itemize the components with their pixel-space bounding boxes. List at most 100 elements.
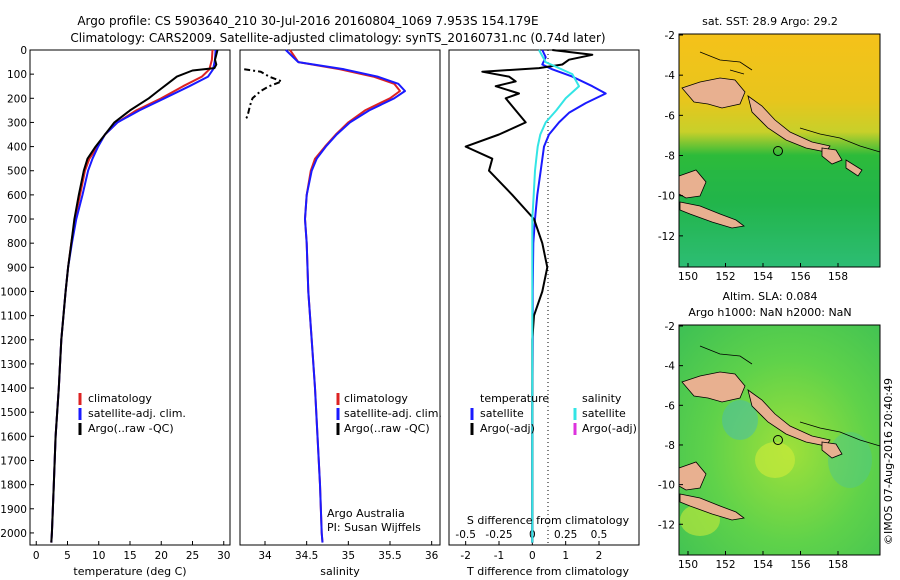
depth-tick-label: 700: [7, 214, 27, 226]
temperature-xlabel: temperature (deg C): [73, 565, 186, 578]
solomon-island-land: [845, 159, 863, 177]
temperature-legend: climatology satellite-adj. clim. Argo(..…: [78, 392, 186, 435]
legend-climatology: climatology: [88, 392, 152, 405]
depth-tick-label: 1700: [0, 455, 27, 467]
s-difference-label: S difference from climatology: [467, 514, 630, 527]
lat-tick-label: -6: [665, 110, 676, 122]
legend-satellite: satellite-adj. clim.: [88, 407, 186, 420]
lon-tick-label: 156: [790, 271, 810, 283]
salinity-panel: 34 34.5 35 35.5 36 salinity climatology sate…: [239, 49, 442, 578]
lon-tick-label: 154: [753, 271, 773, 283]
depth-tick-label: 900: [7, 262, 27, 274]
sst-coastline: [699, 51, 881, 153]
argo-position-marker: [773, 435, 783, 445]
x-tick-label: 35: [342, 550, 355, 562]
s-satellite-line: [531, 49, 580, 543]
depth-tick-label: 600: [7, 190, 27, 202]
x-tick-label: 15: [123, 550, 136, 562]
sla-low-patch: [722, 400, 758, 440]
solomon-island-land: [821, 147, 843, 165]
lat-tick-label: -8: [665, 440, 675, 452]
pi-annotation: PI: Susan Wijffels: [327, 521, 421, 534]
png-tail-land: [679, 201, 745, 229]
temperature-lines: [50, 49, 219, 543]
sla-high-patch: [755, 442, 795, 478]
depth-tick-label: 1100: [0, 311, 27, 323]
legend-argo: Argo(..raw -QC): [344, 422, 430, 435]
x-tick-label: 0: [529, 550, 536, 562]
sla-coastline: [699, 345, 881, 447]
png-tail-land: [679, 493, 745, 521]
lon-tick-label: 156: [790, 559, 810, 571]
sst-field: [679, 34, 880, 267]
legend-s-argo: Argo(-adj): [582, 422, 637, 435]
sla-map: Altim. SLA: 0.084 Argo h1000: NaN h2000:…: [658, 290, 881, 571]
lat-tick-label: -10: [658, 191, 675, 203]
x-tick-label: 5: [64, 550, 71, 562]
temperature-panel: 0100200300400500600700800900100011001200…: [0, 45, 453, 578]
x-tick-label: -2: [460, 550, 470, 562]
x-tick-label: 35.5: [378, 550, 401, 562]
sla-map-frame: [678, 324, 881, 556]
x-tick-label: 1: [562, 550, 569, 562]
x-tick-label: 34.5: [295, 550, 318, 562]
x-tick-label: 10: [92, 550, 105, 562]
salinity-xlabel: salinity: [320, 565, 360, 578]
legend-t-satellite: satellite: [480, 407, 524, 420]
s-diff-tick-label: 0.25: [554, 529, 577, 541]
depth-tick-label: 0: [20, 45, 27, 57]
difference-panel: -2 -1 0 1 2-0.5 -0.25 0 0.25 0.5 T difference fr…: [448, 49, 640, 578]
lon-tick-label: 152: [715, 271, 735, 283]
depth-tick-label: 1300: [0, 359, 27, 371]
title-line-1: Argo profile: CS 5903640_210 30-Jul-2016…: [77, 14, 538, 28]
depth-tick-label: 1500: [0, 407, 27, 419]
solomon-island-land: [821, 441, 843, 459]
depth-tick-label: 2000: [0, 528, 27, 540]
new-britain-land: [681, 371, 746, 403]
imos-copyright: ©IMOS 07-Aug-2016 20:40:49: [882, 378, 895, 545]
lon-tick-label: 152: [715, 559, 735, 571]
temperature-axes: [29, 49, 231, 546]
sla-map-ticks: 150 152 154 156 158 -2 -4 -6 -8 -10 -12: [658, 321, 848, 571]
x-tick-label: 36: [425, 550, 439, 562]
sla-low-patch: [828, 432, 872, 488]
legend-argo: Argo(..raw -QC): [88, 422, 174, 435]
lon-tick-label: 154: [753, 559, 773, 571]
argo-line: [243, 68, 283, 121]
depth-tick-label: 400: [7, 142, 27, 154]
s-diff-tick-label: -0.25: [485, 529, 512, 541]
x-tick-label: 0: [33, 550, 40, 562]
x-tick-label: 30: [217, 550, 230, 562]
argo-position-marker: [773, 146, 783, 156]
depth-tick-label: 300: [7, 117, 27, 129]
lat-tick-label: -2: [665, 321, 675, 333]
title-line-2: Climatology: CARS2009. Satellite-adjuste…: [70, 31, 605, 45]
salinity-axes: [239, 49, 441, 546]
lon-tick-label: 158: [828, 271, 848, 283]
depth-tick-label: 1600: [0, 431, 27, 443]
salinity-ticks: 34 34.5 35 35.5 36: [258, 541, 439, 562]
legend-salinity-header: salinity: [582, 392, 622, 405]
sst-map-ticks: 150 152 154 156 158 -2 -4 -6 -8 -10 -12: [658, 30, 848, 283]
sla-map-title-1: Altim. SLA: 0.084: [722, 290, 817, 303]
lat-tick-label: -8: [665, 151, 675, 163]
sla-map-title-2: Argo h1000: NaN h2000: NaN: [688, 306, 851, 319]
t-difference-xlabel: T difference from climatology: [466, 565, 629, 578]
temperature-ticks: 0 5 10 15 20 25 30: [33, 541, 230, 562]
depth-tick-label: 1000: [0, 286, 27, 298]
s-diff-tick-label: 0.5: [591, 529, 608, 541]
legend-s-satellite: satellite: [582, 407, 626, 420]
sst-map: sat. SST: 28.9 Argo: 29.2 150 152 154 156 15…: [658, 15, 881, 283]
salinity-lines: [243, 49, 406, 543]
sst-map-title: sat. SST: 28.9 Argo: 29.2: [702, 15, 838, 28]
argo-australia-annotation: Argo Australia: [327, 507, 405, 520]
new-britain-land: [681, 77, 746, 109]
sla-land: [678, 371, 843, 521]
depth-tick-label: 1400: [0, 383, 27, 395]
depth-tick-label: 200: [7, 93, 27, 105]
legend-climatology: climatology: [344, 392, 408, 405]
lat-tick-label: -4: [665, 70, 676, 82]
difference-legend: temperature salinity satellite Argo(-adj…: [470, 392, 637, 435]
legend-temperature-header: temperature: [480, 392, 549, 405]
